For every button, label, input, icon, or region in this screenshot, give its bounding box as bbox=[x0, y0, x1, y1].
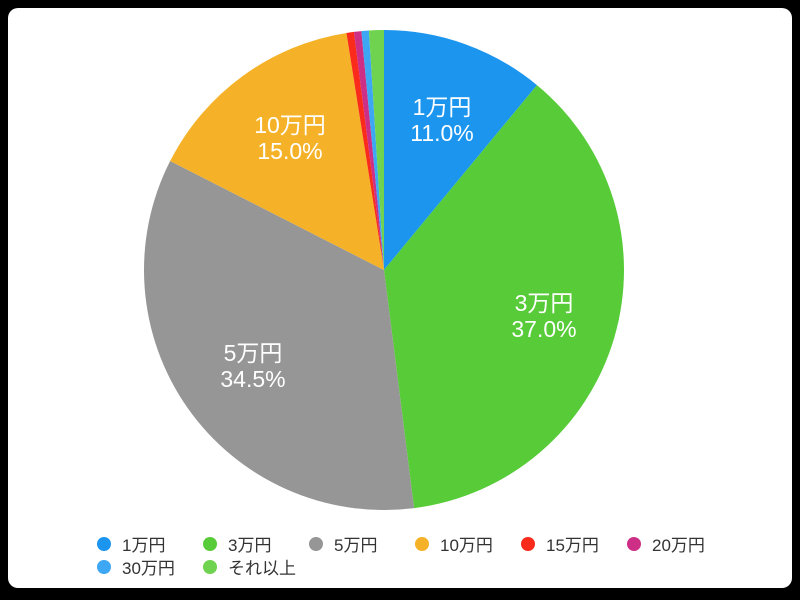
legend-label: それ以上 bbox=[228, 559, 296, 578]
pie-slice-7 bbox=[361, 30, 384, 270]
legend-label: 10万円 bbox=[440, 536, 493, 555]
legend-marker-icon bbox=[97, 559, 111, 574]
legend-label: 5万円 bbox=[334, 536, 378, 555]
legend: 1万円 3万円 5万円 10万円 15万円 20万円 30万円 それ以上 bbox=[97, 532, 733, 578]
legend-item-3man: 3万円 bbox=[203, 532, 309, 555]
pie-slice-3 bbox=[144, 161, 415, 510]
legend-marker-icon bbox=[203, 536, 217, 551]
legend-item-30man: 30万円 bbox=[97, 555, 203, 578]
chart-canvas: 1万円 11.0% 3万円 37.0% 5万円 34.5% 10万円 15.0%… bbox=[8, 8, 792, 588]
legend-item-more: それ以上 bbox=[203, 555, 309, 578]
pie-slice-2 bbox=[384, 85, 624, 509]
legend-item-1man: 1万円 bbox=[97, 532, 203, 555]
legend-marker-icon bbox=[309, 536, 323, 551]
legend-marker-icon bbox=[203, 559, 217, 574]
legend-marker-icon bbox=[415, 536, 429, 551]
legend-item-15man: 15万円 bbox=[521, 532, 627, 555]
legend-label: 30万円 bbox=[122, 559, 175, 578]
legend-item-10man: 10万円 bbox=[415, 532, 521, 555]
legend-marker-icon bbox=[627, 536, 641, 551]
pie-slice-5 bbox=[346, 31, 384, 270]
legend-label: 20万円 bbox=[652, 536, 705, 555]
legend-marker-icon bbox=[521, 536, 535, 551]
legend-label: 15万円 bbox=[546, 536, 599, 555]
pie-chart bbox=[144, 30, 624, 510]
legend-marker-icon bbox=[97, 536, 111, 551]
legend-item-20man: 20万円 bbox=[627, 532, 733, 555]
legend-label: 3万円 bbox=[228, 536, 272, 555]
pie-slice-1 bbox=[384, 30, 537, 270]
pie-slice-6 bbox=[353, 31, 384, 270]
legend-label: 1万円 bbox=[122, 536, 166, 555]
pie-slice-4 bbox=[170, 32, 384, 271]
pie-slice-8 bbox=[368, 30, 384, 270]
legend-item-5man: 5万円 bbox=[309, 532, 415, 555]
